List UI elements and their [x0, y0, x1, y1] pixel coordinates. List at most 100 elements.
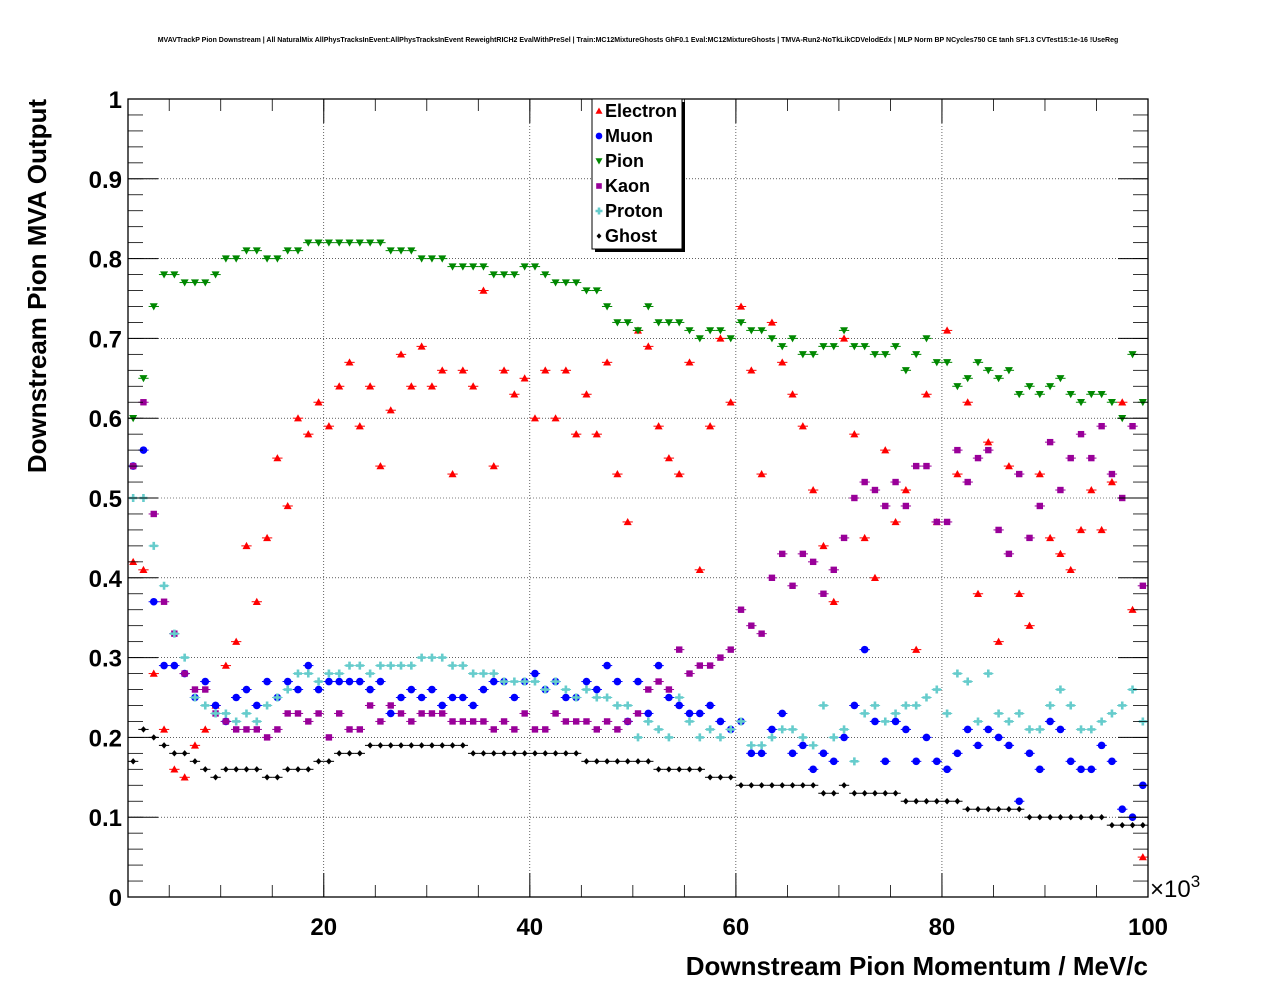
data-point-kaon [150, 510, 157, 518]
data-point-kaon [531, 726, 539, 733]
data-point-kaon [336, 710, 343, 717]
y-tick-label: 0.2 [89, 725, 122, 752]
data-point-pion [685, 327, 694, 335]
data-point-electron [170, 765, 179, 773]
data-point-pion [1004, 367, 1013, 375]
data-point-electron [726, 398, 735, 406]
data-point-electron [778, 358, 787, 366]
data-point-proton [654, 725, 663, 734]
data-point-kaon [655, 678, 662, 685]
data-point-electron [386, 406, 395, 414]
data-point-electron [366, 382, 375, 390]
data-point-muon [407, 685, 416, 694]
data-point-kaon [892, 478, 899, 486]
data-point-muon [984, 725, 993, 734]
data-point-kaon [490, 726, 497, 733]
data-series [128, 239, 1148, 861]
data-point-ghost [748, 782, 755, 789]
data-point-electron [809, 486, 818, 494]
data-point-muon [386, 709, 395, 718]
data-point-kaon [964, 478, 971, 486]
data-point-proton [407, 661, 416, 670]
data-point-ghost [192, 758, 198, 765]
data-point-ghost [593, 758, 600, 765]
data-point-pion [417, 255, 426, 263]
data-point-proton [809, 741, 818, 750]
data-point-pion [953, 383, 962, 391]
data-point-kaon [274, 726, 281, 733]
data-point-pion [1015, 391, 1024, 399]
data-point-electron [438, 366, 447, 374]
data-point-proton [572, 693, 581, 702]
legend-marker-muon [595, 132, 603, 140]
data-point-ghost [305, 766, 312, 773]
data-point-ghost [707, 774, 713, 781]
data-point-ghost [439, 742, 446, 749]
data-point-electron [221, 661, 230, 669]
data-point-proton [489, 669, 498, 678]
data-point-electron [798, 422, 807, 430]
data-point-pion [572, 279, 581, 287]
data-point-pion [366, 239, 375, 247]
data-point-muon [809, 765, 817, 774]
data-point-ghost [563, 750, 569, 757]
x-tick-label: 20 [310, 914, 337, 941]
data-point-proton [149, 541, 158, 550]
data-point-muon [479, 685, 488, 694]
data-point-electron [1087, 486, 1096, 494]
data-point-proton [922, 693, 931, 702]
data-point-kaon [284, 710, 291, 717]
data-point-electron [664, 454, 673, 462]
data-point-ghost [676, 766, 683, 773]
data-point-pion [798, 351, 807, 359]
data-point-ghost [130, 758, 136, 765]
data-point-kaon [634, 710, 642, 717]
data-point-ghost [274, 774, 281, 781]
data-point-electron [160, 725, 169, 733]
data-point-pion [427, 255, 436, 263]
data-point-electron [551, 414, 560, 422]
data-point-electron [355, 422, 364, 430]
data-point-pion [634, 327, 642, 335]
data-point-proton [510, 677, 519, 686]
data-point-kaon [799, 550, 807, 558]
data-point-electron [530, 414, 539, 422]
data-point-muon [932, 757, 941, 766]
data-point-proton [201, 701, 210, 710]
data-point-proton [1046, 701, 1055, 710]
data-point-proton [160, 581, 169, 590]
data-point-ghost [418, 742, 425, 749]
data-point-ghost [954, 798, 961, 805]
x-tick-label: 80 [929, 914, 956, 941]
data-point-pion [469, 263, 478, 271]
y-tick-label: 0.5 [89, 486, 122, 513]
data-point-muon [376, 677, 385, 686]
data-point-electron [500, 366, 509, 374]
data-point-ghost [1006, 806, 1012, 813]
legend-label: Pion [605, 151, 644, 171]
data-point-pion [654, 319, 663, 327]
data-point-proton [324, 669, 333, 678]
data-point-electron [469, 382, 478, 390]
data-point-electron [901, 486, 910, 494]
data-point-pion [232, 255, 241, 263]
data-point-ghost [923, 798, 930, 805]
data-point-ghost [830, 790, 837, 797]
data-point-pion [881, 351, 890, 359]
data-point-muon [211, 701, 220, 710]
data-point-muon [242, 685, 251, 694]
data-point-proton [994, 709, 1003, 718]
data-point-muon [489, 677, 498, 686]
data-point-proton [664, 733, 673, 742]
data-point-pion [407, 247, 416, 255]
data-point-proton [778, 725, 787, 734]
x-axis-title: Downstream Pion Momentum / MeV/c [686, 951, 1148, 981]
legend-marker-ghost [596, 233, 602, 239]
data-point-pion [530, 263, 539, 271]
data-point-proton [561, 685, 570, 694]
data-point-muon [139, 446, 148, 454]
data-point-muon [943, 765, 951, 774]
data-point-electron [788, 390, 797, 398]
legend-item-proton: Proton [595, 201, 663, 221]
data-point-pion [1025, 383, 1034, 391]
